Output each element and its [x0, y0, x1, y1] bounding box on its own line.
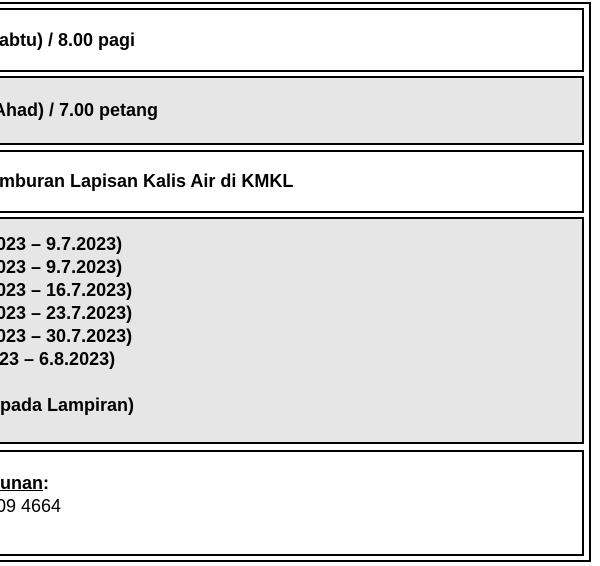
date-range-1: 023 – 9.7.2023) [0, 234, 123, 254]
date-range-2: 023 – 9.7.2023) [0, 257, 123, 277]
table-row-session-2: Ahad) / 7.00 petang [0, 76, 584, 145]
table-row-contact: unan: 09 4664 [0, 450, 584, 556]
session-1-text: abtu) / 8.00 pagi [0, 29, 136, 50]
contact-heading-colon: : [43, 473, 49, 493]
blank-line [0, 371, 582, 394]
schedule-table: abtu) / 8.00 pagi Ahad) / 7.00 petang mb… [0, 8, 584, 556]
date-range-6: 23 – 6.8.2023) [0, 349, 116, 369]
table-row-activity: mburan Lapisan Kalis Air di KMKL [0, 150, 584, 213]
activity-text: mburan Lapisan Kalis Air di KMKL [0, 171, 294, 191]
table-row-session-1: abtu) / 8.00 pagi [0, 8, 584, 72]
date-range-3: 023 – 16.7.2023) [0, 280, 133, 300]
contact-phone: 09 4664 [0, 496, 62, 516]
date-range-5: 023 – 30.7.2023) [0, 326, 133, 346]
contact-heading-underlined: unan [0, 473, 43, 493]
date-range-4: 023 – 23.7.2023) [0, 303, 133, 323]
table-row-dates: 023 – 9.7.2023) 023 – 9.7.2023) 023 – 16… [0, 217, 584, 444]
contact-heading: unan: [0, 472, 582, 495]
session-2-text: Ahad) / 7.00 petang [0, 100, 159, 120]
attachment-note: pada Lampiran) [0, 395, 135, 415]
